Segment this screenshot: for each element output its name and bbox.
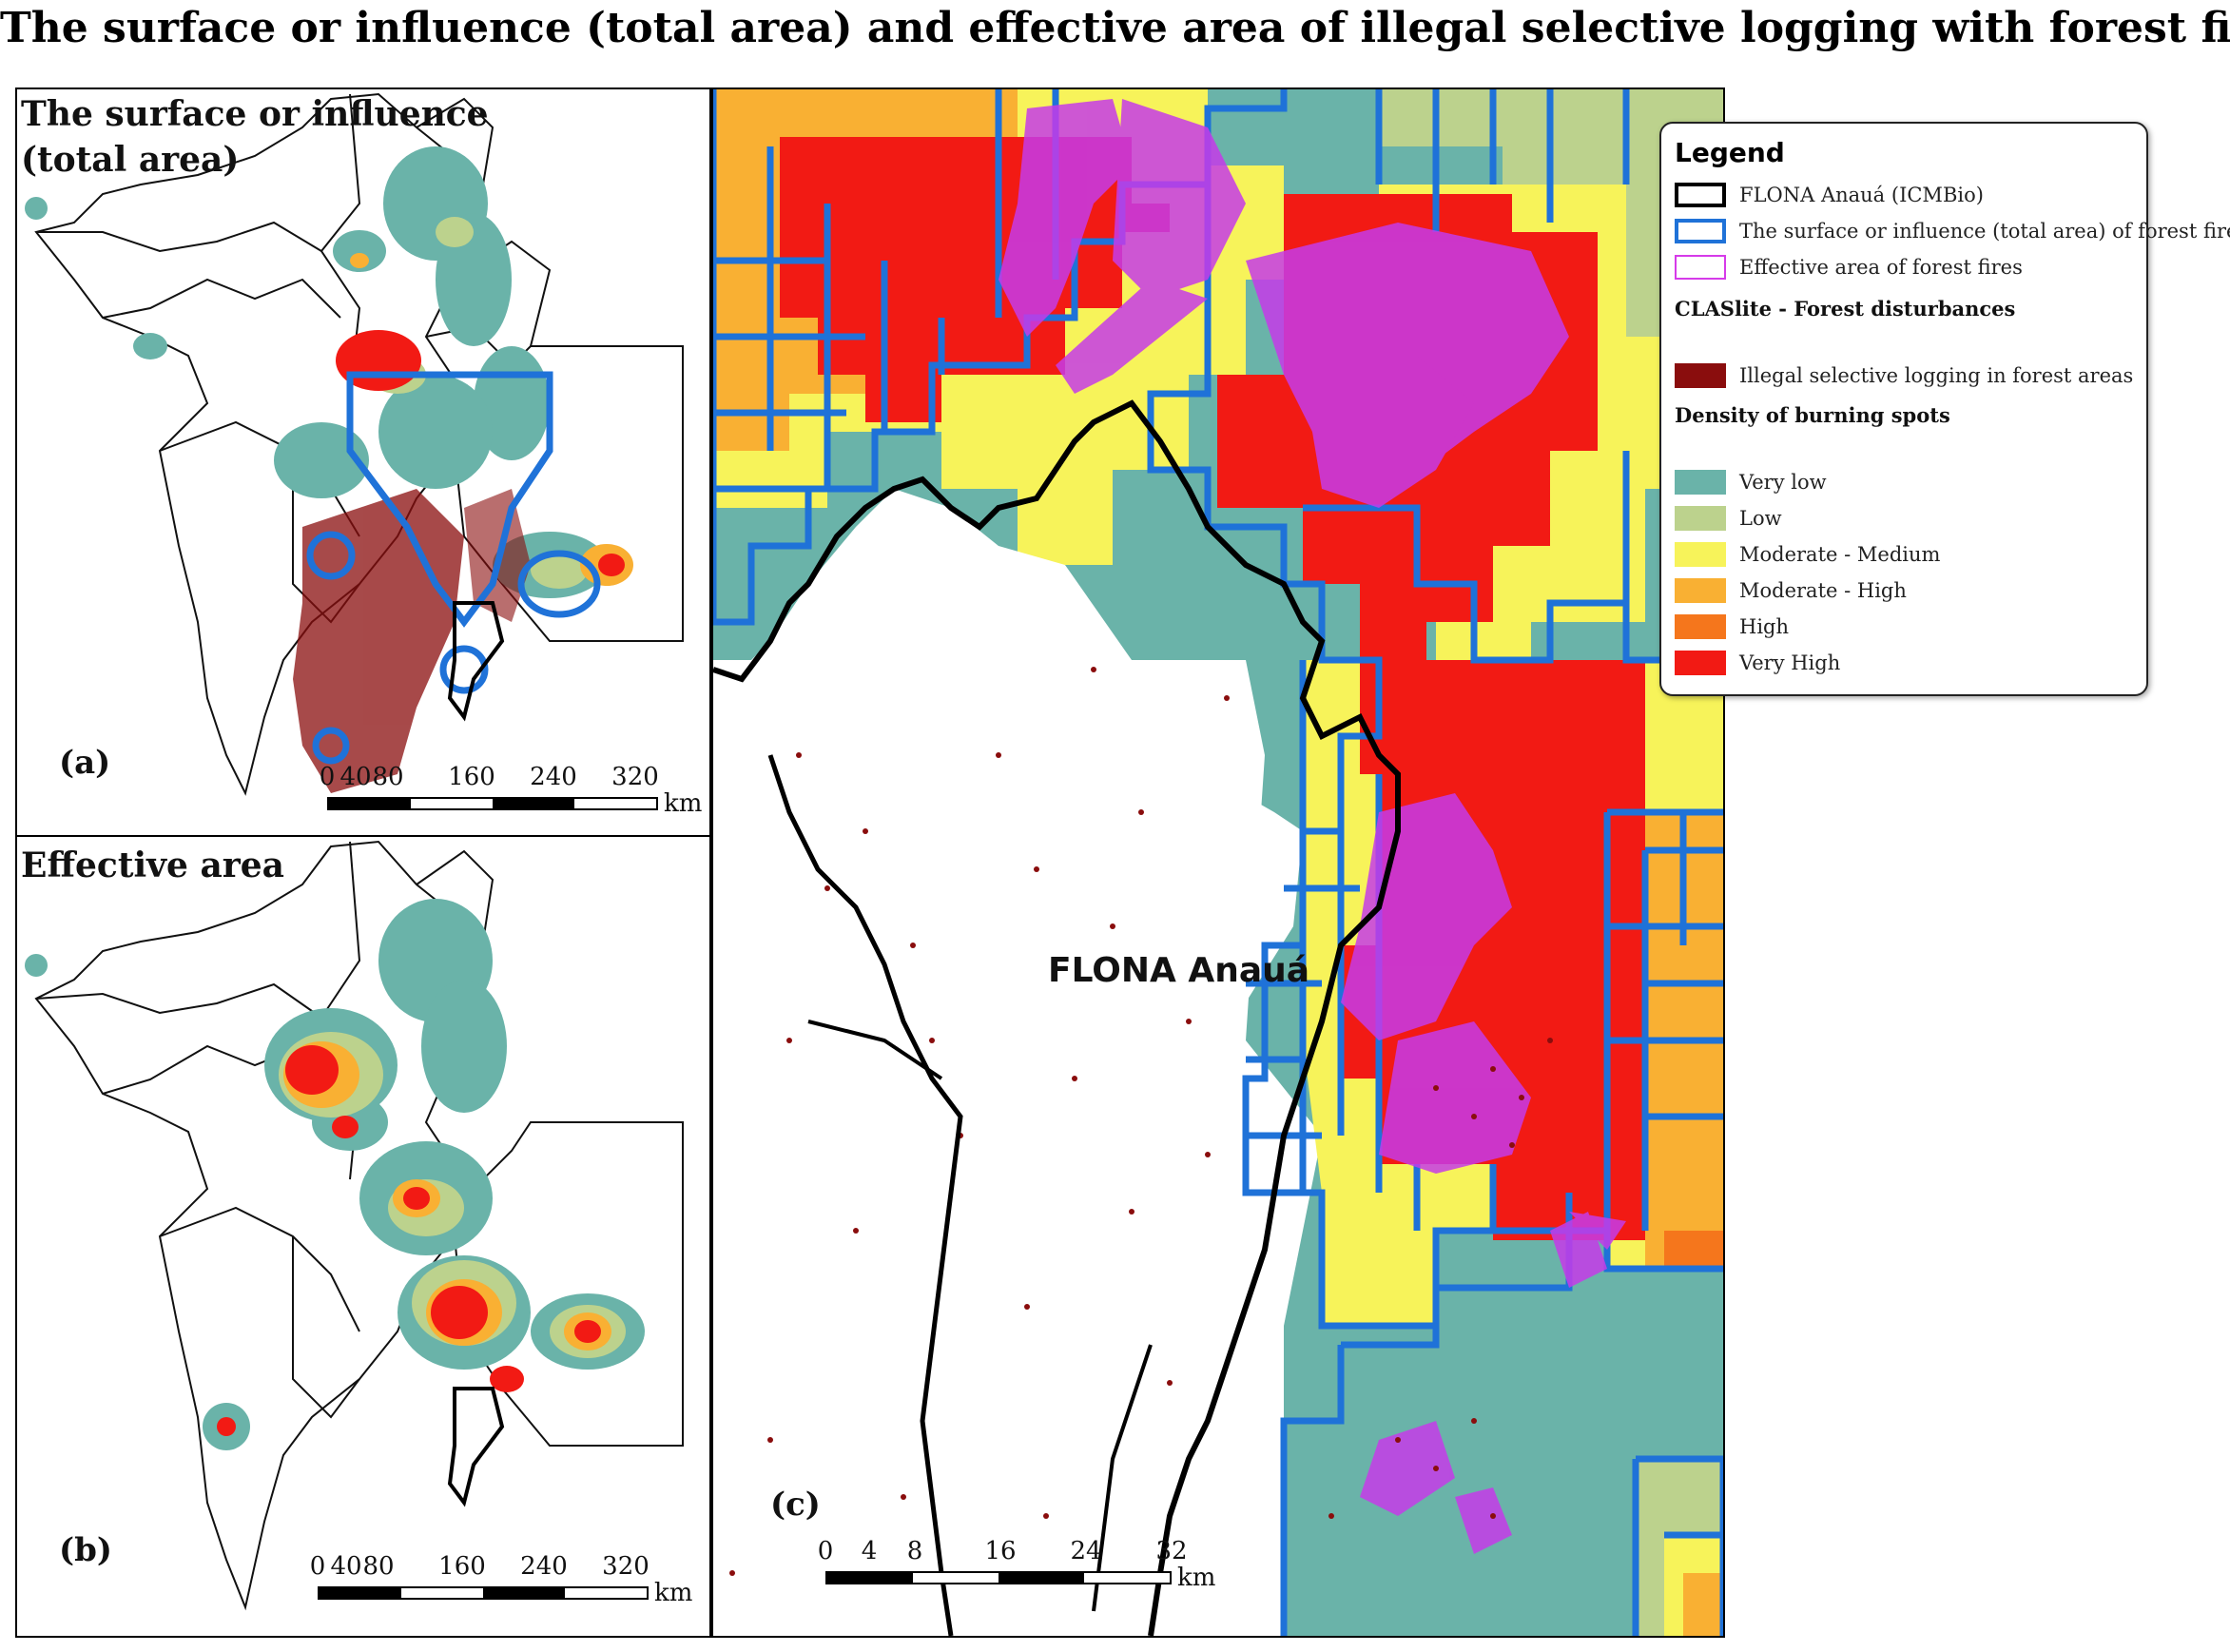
legend-item-label: Moderate - High	[1739, 579, 1907, 602]
legend-title: Legend	[1675, 137, 1785, 168]
scale-bar-graphic	[327, 797, 658, 810]
legend-swatch-very-high	[1675, 651, 1726, 675]
panel-a-map-canvas	[25, 92, 684, 796]
scale-tick: 80	[372, 763, 404, 791]
panel-b-title: Effective area	[21, 845, 284, 885]
legend-item-label: The surface or influence (total area) of…	[1739, 220, 2230, 243]
legend-item-label: Very High	[1739, 651, 1841, 674]
legend-swatch-low	[1675, 506, 1726, 531]
legend-swatch-magenta-outline	[1675, 255, 1726, 280]
scale-tick: 160	[438, 1552, 486, 1581]
legend-item-moderate-medium: Moderate - Medium	[1675, 542, 1940, 567]
scale-tick: 240	[530, 763, 577, 791]
legend-item-label: FLONA Anauá (ICMBio)	[1739, 184, 1984, 206]
scale-tick: 32	[1155, 1537, 1188, 1565]
legend-heading-density: Density of burning spots	[1675, 403, 1950, 427]
legend-swatch-logging	[1675, 363, 1726, 388]
legend-swatch-moderate-medium	[1675, 542, 1726, 567]
panel-c-scale-bar: 0 4 8 16 24 32 km	[806, 1537, 1225, 1609]
legend-item-very-high: Very High	[1675, 651, 1840, 675]
panel-a-map: The surface or influence (total area) (a…	[15, 87, 711, 839]
scale-tick: 160	[448, 763, 495, 791]
scale-tick: 24	[1070, 1537, 1102, 1565]
figure-title: The surface or influence (total area) an…	[0, 4, 2230, 52]
legend-swatch-high	[1675, 614, 1726, 639]
scale-tick: 320	[611, 763, 659, 791]
legend-heading-claslite: CLASlite - Forest disturbances	[1675, 297, 2016, 321]
legend-swatch-black-outline	[1675, 183, 1726, 207]
scale-tick: 16	[984, 1537, 1017, 1565]
scale-tick: 4	[861, 1537, 878, 1565]
panel-b-scale-bar: 0 40 80 160 240 320 km	[299, 1552, 698, 1624]
scale-unit: km	[1177, 1564, 1216, 1592]
legend-item-influence: The surface or influence (total area) of…	[1675, 219, 2230, 243]
scale-tick: 8	[906, 1537, 923, 1565]
map-legend: Legend FLONA Anauá (ICMBio) The surface …	[1659, 122, 2230, 696]
scale-bar-graphic	[825, 1571, 1172, 1584]
panel-c-map: FLONA Anauá (c) 0 4 8 16 24 32 km	[711, 87, 1725, 1638]
panel-c-map-canvas	[713, 89, 1723, 1636]
legend-item-low: Low	[1675, 506, 1782, 531]
panel-a-title: The surface or influence (total area)	[21, 94, 489, 180]
scale-tick: 80	[362, 1552, 395, 1581]
legend-item-flona: FLONA Anauá (ICMBio)	[1675, 183, 1984, 207]
legend-item-logging: Illegal selective logging in forest area…	[1675, 363, 2133, 388]
legend-swatch-very-low	[1675, 470, 1726, 495]
panel-b-letter: (b)	[59, 1531, 112, 1569]
panel-b-map-canvas	[25, 840, 684, 1611]
legend-item-label: High	[1739, 615, 1789, 638]
scale-tick: 0	[817, 1537, 834, 1565]
legend-item-effective: Effective area of forest fires	[1675, 255, 2023, 280]
scale-tick: 40	[339, 763, 372, 791]
legend-item-label: Effective area of forest fires	[1739, 256, 2023, 279]
legend-swatch-moderate-high	[1675, 578, 1726, 603]
scale-bar-graphic	[318, 1586, 649, 1600]
scale-unit: km	[654, 1579, 693, 1607]
legend-item-label: Moderate - Medium	[1739, 543, 1941, 566]
legend-item-moderate-high: Moderate - High	[1675, 578, 1907, 603]
scale-unit: km	[664, 789, 703, 818]
panel-b-map: Effective area (b) 0 40 80 160 240 320 k…	[15, 835, 711, 1638]
flona-anaua-label: FLONA Anauá	[1048, 951, 1310, 990]
legend-item-label: Low	[1739, 507, 1782, 530]
scale-tick: 320	[602, 1552, 650, 1581]
legend-item-label: Very low	[1739, 471, 1827, 494]
scale-tick: 0	[309, 1552, 326, 1581]
scale-tick: 240	[520, 1552, 568, 1581]
legend-swatch-blue-outline	[1675, 219, 1726, 243]
scale-tick: 40	[330, 1552, 362, 1581]
scale-tick: 0	[319, 763, 336, 791]
panel-c-letter: (c)	[770, 1486, 821, 1524]
panel-a-letter: (a)	[59, 744, 111, 782]
panel-a-scale-bar: 0 40 80 160 240 320 km	[308, 763, 703, 835]
legend-item-label: Illegal selective logging in forest area…	[1739, 364, 2134, 387]
legend-item-very-low: Very low	[1675, 470, 1827, 495]
legend-item-high: High	[1675, 614, 1789, 639]
